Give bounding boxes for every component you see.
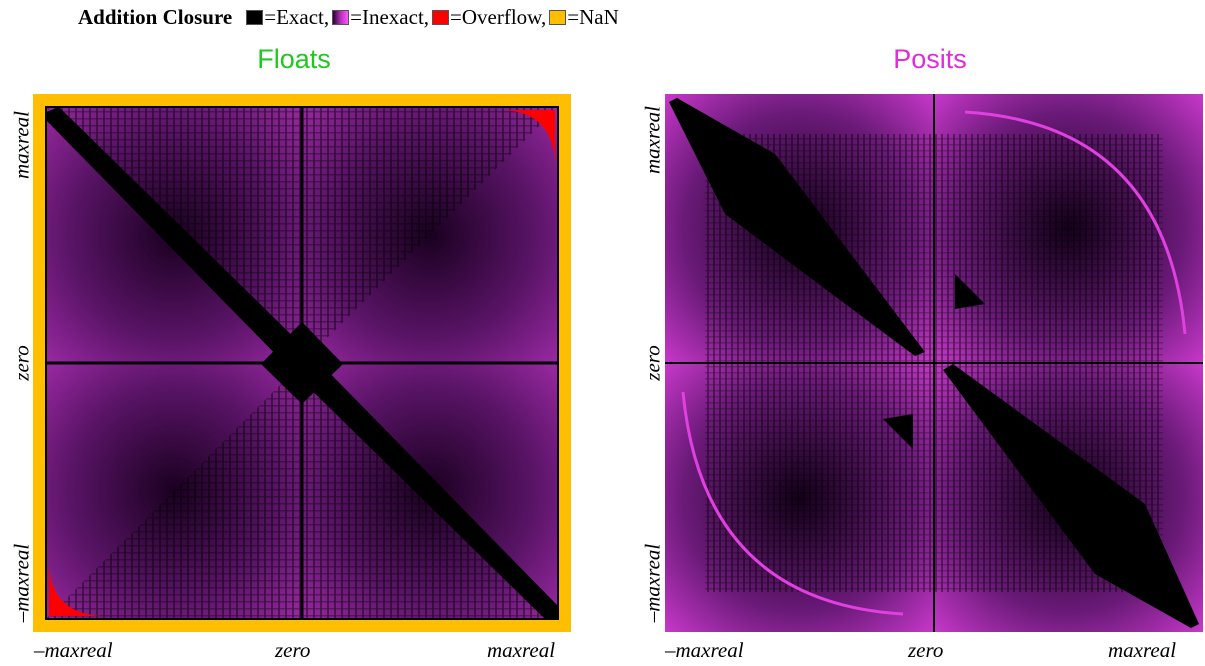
floats-overflow-bottom-left (49, 564, 103, 616)
floats-title: Floats (257, 44, 331, 74)
posits-x-tick-min: –maxreal (665, 638, 744, 662)
floats-x-tick-max: maxreal (487, 638, 556, 662)
posits-exact-lower (943, 364, 1199, 628)
legend-entry-nan: =NaN (549, 5, 619, 30)
floats-x-tick-zero: zero (275, 638, 311, 662)
posits-field (665, 94, 1203, 632)
posits-x-tick-max: maxreal (1108, 638, 1177, 662)
posits-exact-upper (669, 98, 925, 356)
nan-swatch (549, 9, 567, 25)
legend-label-inexact: =Inexact, (350, 4, 430, 29)
posits-y-tick-min: –maxreal (640, 543, 665, 623)
legend-heading: Addition Closure (78, 4, 233, 29)
floats-y-tick-max: maxreal (9, 110, 34, 180)
exact-swatch (246, 9, 264, 25)
overflow-swatch (432, 9, 450, 25)
legend-label-overflow: =Overflow, (450, 4, 547, 29)
posits-closure-plot (665, 94, 1203, 632)
legend-entry-overflow: =Overflow, (432, 5, 546, 30)
legend-entry-inexact: =Inexact, (332, 5, 429, 30)
inexact-swatch (332, 9, 350, 25)
legend-label-exact: =Exact, (264, 4, 330, 29)
floats-y-tick-zero: zero (9, 345, 34, 381)
floats-closure-plot (33, 94, 571, 632)
floats-overflow-top-right (503, 110, 555, 164)
legend: Addition Closure =Exact, =Inexact, =Over… (78, 2, 622, 32)
posits-x-tick-zero: zero (908, 638, 944, 662)
posits-y-tick-max: maxreal (640, 105, 665, 175)
floats-x-tick-min: –maxreal (34, 638, 113, 662)
posits-title: Posits (893, 44, 967, 74)
legend-label-nan: =NaN (567, 4, 619, 29)
floats-field (45, 106, 559, 620)
floats-y-tick-min: –maxreal (9, 543, 34, 623)
posits-y-tick-zero: zero (640, 345, 665, 381)
legend-entry-exact: =Exact, (246, 5, 329, 30)
